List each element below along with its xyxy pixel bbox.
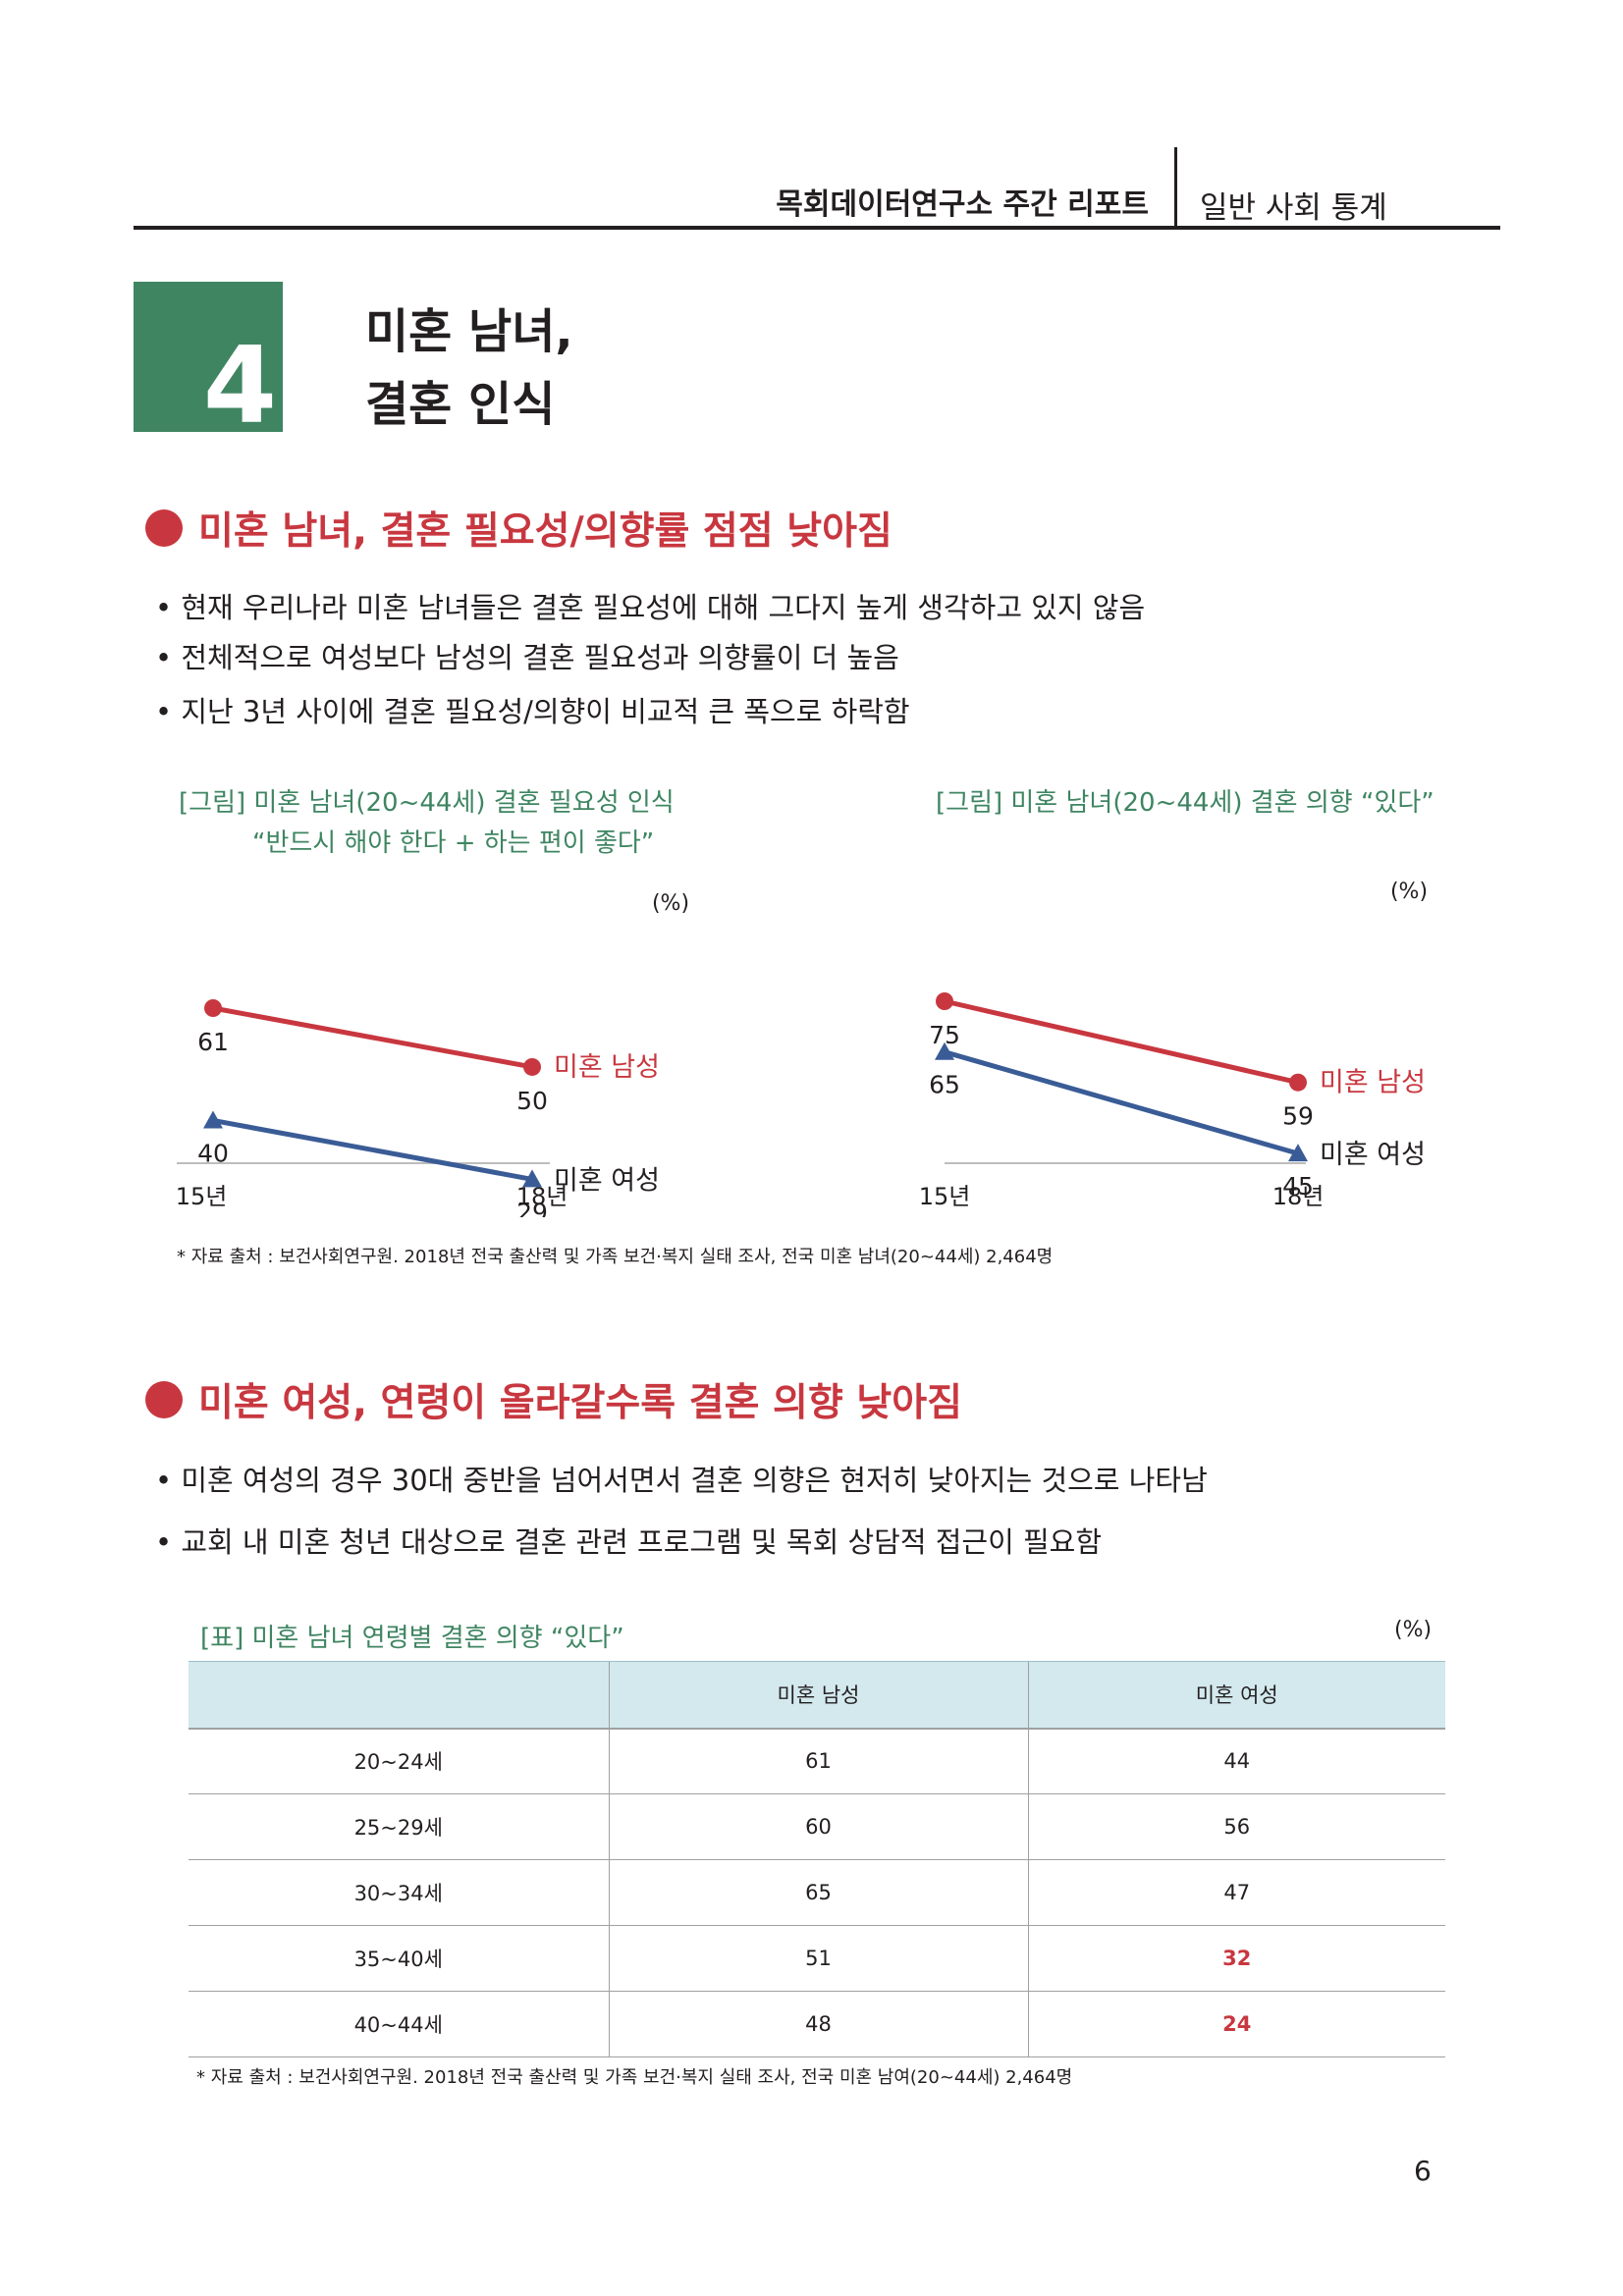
chart2-point-male xyxy=(936,992,953,1010)
chart1-unit: (%) xyxy=(652,891,689,916)
chart1-x-tick: 15년 xyxy=(176,1183,228,1210)
table-header-cell: 미혼 여성 xyxy=(1027,1661,1445,1730)
table-row: 40~44세 48 24 xyxy=(189,1991,1445,2057)
chapter-title-line1: 미혼 남녀, xyxy=(365,304,573,359)
table-unit: (%) xyxy=(1394,1618,1433,1642)
chart1-line-female xyxy=(212,1117,533,1182)
chart2-marriage-intention: (%) 15년 18년 75 59 65 45 미혼 남성 미혼 여성 xyxy=(919,880,1428,1210)
source-note-2: * 자료 출처 : 보건사회연구원. 2018년 전국 출산력 및 가족 보건·… xyxy=(196,2067,1073,2088)
source-note-1: * 자료 출처 : 보건사회연구원. 2018년 전국 출산력 및 가족 보건·… xyxy=(177,1247,1054,1267)
chart2-unit: (%) xyxy=(1390,880,1428,904)
chart1-label-female-1: 29 xyxy=(516,1198,548,1217)
chart2-label-female-0: 65 xyxy=(929,1071,960,1099)
section1-heading: 미혼 남녀, 결혼 필요성/의향률 점점 낮아짐 xyxy=(145,501,893,556)
chart2-x-tick: 15년 xyxy=(919,1183,971,1210)
chart1-caption: [그림] 미혼 남녀(20~44세) 결혼 필요성 인식 xyxy=(179,788,675,818)
chart1-point-male xyxy=(523,1057,541,1076)
chapter-number: 4 xyxy=(202,325,277,448)
section2-heading-text: 미혼 여성, 연령이 올라갈수록 결혼 의향 낮아짐 xyxy=(198,1381,963,1425)
table-header-cell xyxy=(189,1661,609,1730)
chart2-point-male xyxy=(1289,1073,1307,1092)
section2-bullet: • 미혼 여성의 경우 30대 중반을 넘어서면서 결혼 의향은 현저히 낮아지… xyxy=(155,1464,1208,1497)
chart2-x-tick: 18년 xyxy=(1272,1183,1325,1210)
section1-heading-text: 미혼 남녀, 결혼 필요성/의향률 점점 낮아짐 xyxy=(198,509,893,554)
chart1-point-male xyxy=(204,999,222,1017)
chart2-legend-male: 미혼 남성 xyxy=(1320,1068,1426,1098)
chart1-point-female xyxy=(203,1110,223,1129)
table-row: 30~34세 65 47 xyxy=(189,1859,1445,1926)
chart2-label-male-1: 59 xyxy=(1282,1102,1314,1131)
table-cell-male: 61 xyxy=(608,1728,1028,1794)
table-cell-female-highlight: 24 xyxy=(1027,1991,1445,2057)
section1-bullet: • 지난 3년 사이에 결혼 필요성/의향이 비교적 큰 폭으로 하락함 xyxy=(155,695,910,728)
chart1-caption-sub: “반드시 해야 한다 + 하는 편이 좋다” xyxy=(252,828,655,858)
table-cell-age: 25~29세 xyxy=(189,1793,609,1860)
table-header-row: 미혼 남성 미혼 여성 xyxy=(189,1661,1445,1730)
header-rule xyxy=(134,226,1500,230)
table-cell-male: 65 xyxy=(608,1859,1028,1926)
page-number: 6 xyxy=(1414,2155,1432,2187)
table-cell-female: 47 xyxy=(1027,1859,1445,1926)
report-category: 일반 사회 통계 xyxy=(1200,190,1387,226)
chart1-label-female-0: 40 xyxy=(197,1139,229,1167)
chart1-line-male xyxy=(212,1005,533,1070)
chart1-marriage-necessity: (%) 15년 18년 61 50 40 29 미혼 남성 미혼 여성 xyxy=(176,891,689,1217)
table-cell-male: 51 xyxy=(608,1925,1028,1992)
chart2-caption: [그림] 미혼 남녀(20~44세) 결혼 의향 “있다” xyxy=(936,788,1434,818)
chart2-point-female xyxy=(935,1041,954,1060)
chapter-title-line2: 결혼 인식 xyxy=(365,377,556,432)
table-cell-female: 44 xyxy=(1027,1728,1445,1794)
chart2-line-female xyxy=(944,1049,1299,1156)
table-cell-male: 48 xyxy=(608,1991,1028,2057)
table-cell-age: 40~44세 xyxy=(189,1991,609,2057)
table-cell-age: 20~24세 xyxy=(189,1728,609,1794)
chart1-x-tick: 18년 xyxy=(516,1183,568,1210)
section2-heading: 미혼 여성, 연령이 올라갈수록 결혼 의향 낮아짐 xyxy=(145,1372,962,1427)
header-divider xyxy=(1174,147,1177,228)
chapter-number-box: 4 xyxy=(134,282,283,440)
table-cell-age: 30~34세 xyxy=(189,1859,609,1926)
chart1-label-male-0: 61 xyxy=(197,1028,229,1056)
table-cell-male: 60 xyxy=(608,1793,1028,1860)
chart2-legend-female: 미혼 여성 xyxy=(1320,1140,1426,1170)
marriage-intention-table: 미혼 남성 미혼 여성 20~24세 61 44 25~29세 60 56 30… xyxy=(189,1661,1445,2057)
table-cell-female: 56 xyxy=(1027,1793,1445,1860)
section1-bullet: • 현재 우리나라 미혼 남녀들은 결혼 필요성에 대해 그다지 높게 생각하고… xyxy=(155,591,1146,624)
chart2-label-female-1: 45 xyxy=(1282,1172,1314,1201)
chart1-legend-female: 미혼 여성 xyxy=(554,1165,660,1196)
chart1-point-female xyxy=(522,1169,542,1188)
chart1-label-male-1: 50 xyxy=(516,1087,548,1115)
table-row: 25~29세 60 56 xyxy=(189,1793,1445,1860)
chart2-line-male xyxy=(944,998,1299,1086)
section-bullet-icon xyxy=(145,1381,183,1418)
table-row: 35~40세 51 32 xyxy=(189,1925,1445,1992)
section2-bullet: • 교회 내 미혼 청년 대상으로 결혼 관련 프로그램 및 목회 상담적 접근… xyxy=(155,1525,1103,1559)
table-caption: [표] 미혼 남녀 연령별 결혼 의향 “있다” xyxy=(200,1624,624,1653)
chart2-point-female xyxy=(1288,1144,1308,1162)
table-header-cell: 미혼 남성 xyxy=(608,1661,1028,1730)
report-title: 목회데이터연구소 주간 리포트 xyxy=(776,187,1149,222)
section1-bullet: • 전체적으로 여성보다 남성의 결혼 필요성과 의향률이 더 높음 xyxy=(155,641,899,674)
table-cell-age: 35~40세 xyxy=(189,1925,609,1992)
section-bullet-icon xyxy=(145,509,183,547)
table-row: 20~24세 61 44 xyxy=(189,1728,1445,1794)
table-cell-female-highlight: 32 xyxy=(1027,1925,1445,1992)
chart2-label-male-0: 75 xyxy=(929,1021,960,1049)
chart1-legend-male: 미혼 남성 xyxy=(554,1052,660,1083)
